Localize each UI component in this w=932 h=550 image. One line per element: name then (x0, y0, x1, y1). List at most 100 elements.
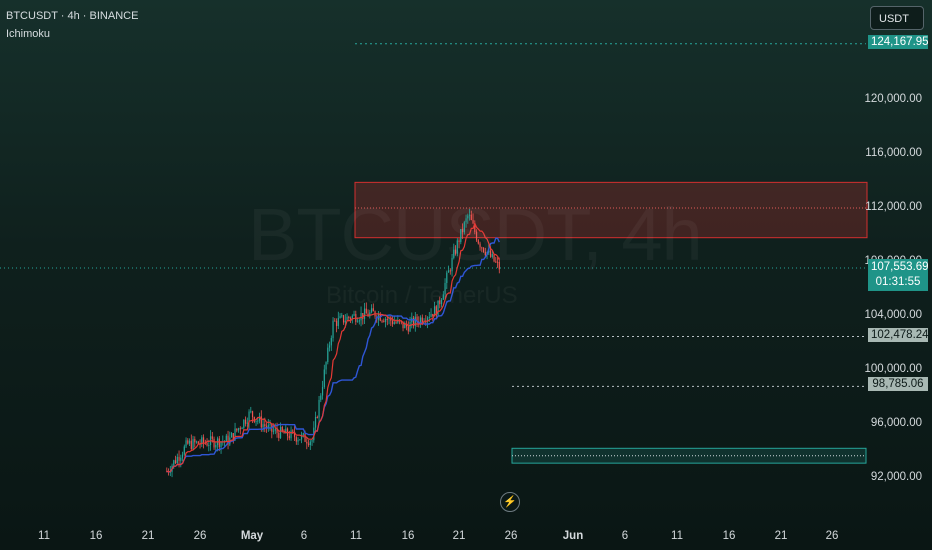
candle-body (178, 456, 180, 461)
candle-body (290, 430, 292, 439)
candle-body (360, 313, 362, 321)
candle-body (493, 254, 495, 262)
candle-body (251, 411, 254, 418)
candle-body (337, 318, 339, 327)
candle-body (328, 345, 331, 348)
symbol-header[interactable]: BTCUSDT · 4h · BINANCE (6, 10, 139, 22)
candle-body (185, 440, 187, 447)
candle-body (458, 240, 460, 243)
candle-body (183, 446, 185, 455)
symbol-watermark: BTCUSDT, 4h (248, 192, 703, 277)
candle-body (194, 439, 196, 443)
last-price-tag: 107,553.69 01:31:55 (868, 259, 929, 292)
lightning-icon[interactable]: ⚡ (500, 492, 520, 512)
candle-body (381, 320, 383, 322)
candle-body (414, 316, 416, 326)
level-price-tag: 98,785.06 (868, 377, 928, 392)
candle-body (297, 439, 299, 442)
candle-body (213, 438, 215, 448)
candle-body (421, 317, 423, 323)
candle-body (449, 270, 451, 272)
candle-body (475, 231, 478, 241)
candle-body (426, 317, 429, 322)
candle-body (407, 326, 409, 332)
candle-body (260, 416, 262, 428)
currency-button[interactable]: USDT (870, 6, 924, 30)
candle-body (341, 315, 343, 317)
candle-body (283, 431, 285, 434)
candle-body (472, 220, 474, 224)
price-tick-label: 104,000.00 (864, 309, 922, 321)
candle-body (244, 419, 247, 424)
candle-body (176, 456, 178, 464)
price-tick-label: 92,000.00 (870, 471, 922, 483)
kijun-line (166, 237, 500, 473)
candle-body (404, 323, 406, 329)
candle-body (195, 441, 198, 443)
candle-body (320, 395, 322, 400)
candle-body (174, 460, 177, 464)
candle-body (327, 347, 329, 363)
candle-body (309, 441, 311, 446)
candle-body (255, 420, 257, 422)
time-tick-label: 6 (300, 530, 308, 542)
candle-body (491, 254, 493, 257)
price-tick-label: 120,000.00 (864, 93, 922, 105)
candle-body (391, 320, 394, 324)
candle-body (349, 318, 352, 320)
candle-body (498, 261, 500, 270)
time-tick-label: 11 (38, 530, 50, 542)
candle-body (220, 441, 222, 448)
resistance-zone[interactable] (354, 181, 868, 239)
candle-body (369, 312, 371, 317)
candle-body (332, 320, 334, 339)
price-tick-label: 112,000.00 (865, 201, 922, 213)
candle-body (300, 434, 303, 440)
candle-body (430, 313, 432, 317)
candle-body (477, 240, 479, 244)
candle-body (402, 321, 404, 329)
candle-body (190, 440, 192, 449)
candle-body (362, 313, 364, 319)
candle-body (370, 308, 373, 313)
candle-body (495, 261, 497, 263)
indicator-label[interactable]: Ichimoku (6, 28, 51, 40)
candle-body (439, 300, 441, 305)
candle-body (447, 270, 450, 273)
candle-body (419, 317, 422, 324)
candle-body (274, 428, 276, 431)
price-tick-label: 96,000.00 (870, 417, 922, 429)
target-price-tag: 124,167.95 (868, 34, 929, 49)
candle-body (334, 320, 336, 322)
candle-body (269, 424, 271, 426)
candle-body (351, 315, 353, 320)
time-tick-label: 16 (722, 530, 736, 542)
candle-body (433, 306, 436, 317)
candle-body (279, 427, 282, 439)
candle-body (272, 430, 275, 432)
candle-body (241, 427, 243, 430)
candle-body (344, 320, 346, 323)
time-tick-label: 11 (350, 530, 362, 542)
candle-body (188, 440, 191, 444)
candle-body (482, 247, 485, 252)
candle-body (278, 432, 280, 439)
candle-body (202, 437, 205, 443)
candle-body (432, 313, 434, 317)
candle-body (395, 322, 397, 324)
price-tick-label: 100,000.00 (864, 363, 922, 375)
candle-body (181, 454, 184, 458)
time-tick-label: 6 (621, 530, 629, 542)
time-tick-label: 11 (671, 530, 683, 542)
candle-body (206, 443, 208, 446)
candle-body (346, 316, 348, 321)
candle-body (442, 294, 444, 300)
candle-body (440, 299, 443, 305)
candle-body (342, 315, 345, 323)
candle-body (409, 322, 411, 332)
candle-body (465, 218, 467, 223)
time-tick-label: 16 (401, 530, 415, 542)
last-price-value: 107,553.69 (871, 261, 929, 274)
